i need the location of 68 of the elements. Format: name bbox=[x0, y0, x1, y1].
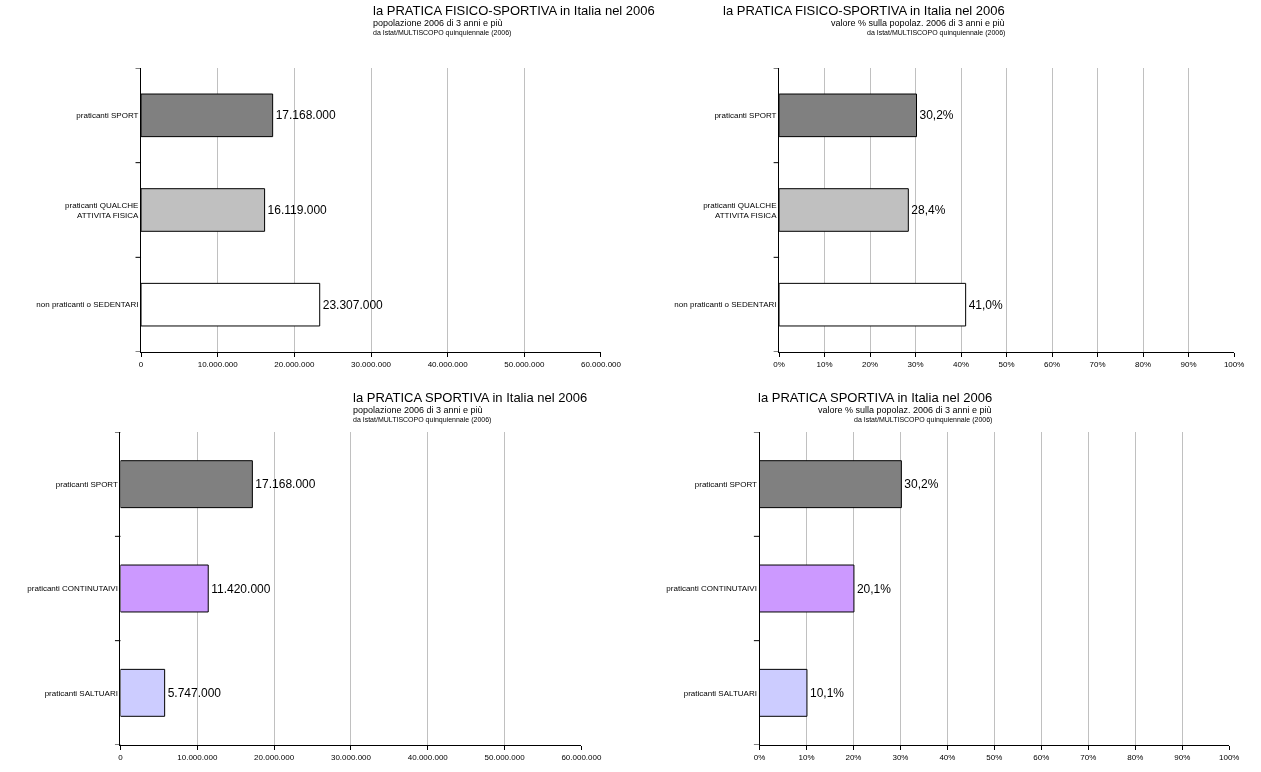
x-tick-label: 70% bbox=[1080, 752, 1097, 762]
x-tick-label: 0 bbox=[118, 752, 124, 762]
x-tick-label: 60.000.000 bbox=[580, 359, 622, 369]
chart-subtitle: popolazione 2006 di 3 anni e più bbox=[373, 18, 503, 28]
y-tick-label: praticanti SPORT bbox=[76, 111, 139, 121]
x-tick-label: 90% bbox=[1174, 752, 1191, 762]
chart-title: la PRATICA SPORTIVA in Italia nel 2006 bbox=[353, 390, 588, 405]
data-label: 17.168.000 bbox=[275, 108, 337, 123]
data-label: 20,1% bbox=[856, 581, 892, 596]
chart-subtitle: valore % sulla popolaz. 2006 di 3 anni e più bbox=[818, 405, 992, 415]
x-tick-label: 20.000.000 bbox=[254, 752, 295, 762]
x-tick-label: 40.000.000 bbox=[427, 359, 469, 369]
y-tick-label: praticanti SALTUARI bbox=[683, 688, 757, 698]
y-tick-label: non praticanti o SEDENTARI bbox=[674, 300, 777, 310]
x-tick-label: 80% bbox=[1135, 359, 1152, 369]
data-label: 30,2% bbox=[919, 108, 954, 123]
y-tick-label: praticanti QUALCHE ATTIVITA FISICA bbox=[65, 200, 140, 220]
x-tick-label: 20% bbox=[862, 359, 879, 369]
y-tick-label: praticanti SALTUARI bbox=[44, 688, 118, 698]
x-tick-label: 50% bbox=[986, 752, 1003, 762]
x-tick-label: 30.000.000 bbox=[330, 752, 372, 762]
chart-title: la PRATICA FISICO-SPORTIVA in Italia nel 2006 bbox=[373, 3, 655, 18]
x-tick-label: 10% bbox=[798, 752, 815, 762]
x-tick-label: 30% bbox=[892, 752, 909, 762]
x-tick-label: 20% bbox=[845, 752, 862, 762]
y-tick-label: praticanti CONTINUTAIVI bbox=[27, 584, 118, 594]
chart-title: la PRATICA FISICO-SPORTIVA in Italia nel 2006 bbox=[723, 3, 1005, 18]
x-tick-label: 40% bbox=[953, 359, 970, 369]
x-tick-label: 50.000.000 bbox=[484, 752, 526, 762]
x-tick-label: 10% bbox=[816, 359, 833, 369]
x-tick-label: 0% bbox=[773, 359, 785, 369]
data-label: 17.168.000 bbox=[255, 477, 316, 492]
data-label: 30,2% bbox=[904, 477, 939, 492]
data-label: 41,0% bbox=[968, 297, 1004, 312]
y-tick-label: praticanti SPORT bbox=[55, 479, 118, 489]
data-label: 11.420.000 bbox=[211, 581, 271, 596]
data-label: 5.747.000 bbox=[167, 685, 222, 700]
x-tick-label: 0% bbox=[753, 752, 766, 762]
data-label: 16.119.000 bbox=[267, 203, 328, 217]
x-tick-label: 10.000.000 bbox=[197, 359, 239, 369]
x-tick-label: 60.000.000 bbox=[561, 752, 602, 762]
y-tick-label: praticanti SPORT bbox=[694, 479, 758, 489]
x-tick-label: 50.000.000 bbox=[504, 359, 545, 369]
x-tick-label: 70% bbox=[1089, 359, 1106, 369]
y-tick-label: praticanti QUALCHE ATTIVITA FISICA bbox=[703, 200, 778, 220]
x-tick-label: 30% bbox=[907, 359, 924, 369]
x-tick-label: 40% bbox=[939, 752, 956, 762]
x-tick-label: 100% bbox=[1219, 752, 1240, 762]
x-tick-label: 60% bbox=[1044, 359, 1061, 369]
y-tick-label: non praticanti o SEDENTARI bbox=[36, 300, 139, 310]
x-tick-label: 20.000.000 bbox=[274, 359, 315, 369]
x-tick-label: 50% bbox=[998, 359, 1015, 369]
x-tick-label: 10.000.000 bbox=[177, 752, 218, 762]
x-tick-label: 100% bbox=[1223, 359, 1245, 369]
x-tick-label: 90% bbox=[1180, 359, 1197, 369]
x-tick-label: 80% bbox=[1127, 752, 1144, 762]
y-tick-label: praticanti CONTINUTAIVI bbox=[666, 584, 757, 594]
x-tick-label: 0 bbox=[138, 359, 144, 369]
x-tick-label: 30.000.000 bbox=[350, 359, 392, 369]
data-label: 28,4% bbox=[911, 203, 946, 217]
x-tick-label: 40.000.000 bbox=[407, 752, 449, 762]
y-tick-label: praticanti SPORT bbox=[714, 111, 777, 121]
chart-subtitle: popolazione 2006 di 3 anni e più bbox=[353, 405, 483, 415]
x-tick-label: 60% bbox=[1033, 752, 1050, 762]
data-label: 10,1% bbox=[809, 685, 845, 700]
data-label: 23.307.000 bbox=[322, 297, 384, 312]
chart-subtitle: valore % sulla popolaz. 2006 di 3 anni e più bbox=[831, 18, 1005, 28]
chart-title: la PRATICA SPORTIVA in Italia nel 2006 bbox=[758, 390, 993, 405]
